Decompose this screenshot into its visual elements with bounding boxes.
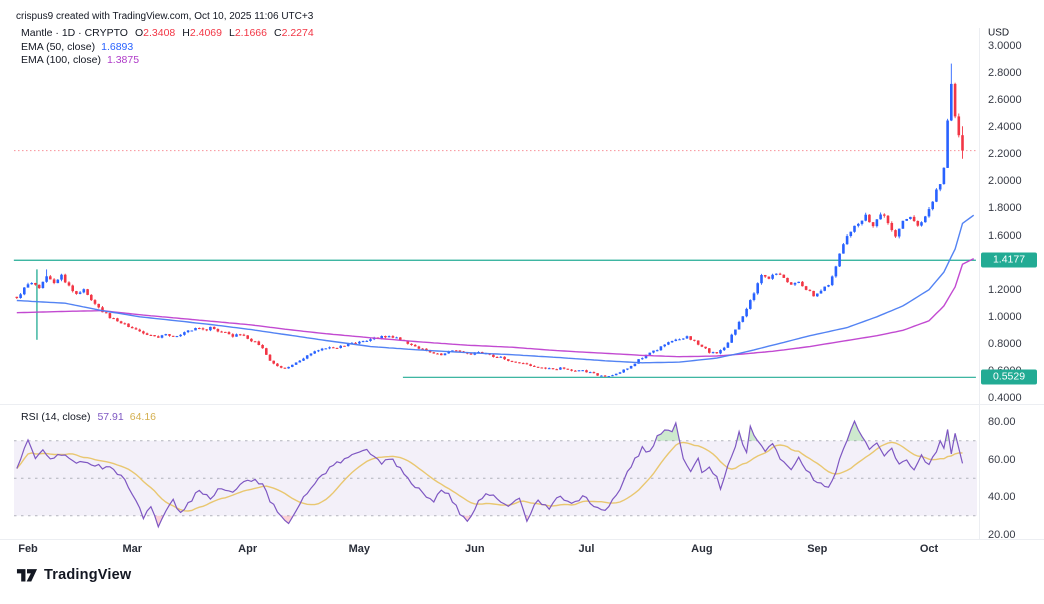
chart-legend: Mantle · 1D · CRYPTO O2.3408 H2.4069 L2.166…	[21, 27, 314, 68]
price-tick-label[interactable]: 2.4000	[988, 121, 1022, 134]
price-level-badge: 1.4177	[981, 252, 1037, 268]
price-tick-label[interactable]: 0.4000	[988, 391, 1022, 404]
symbol-row: Mantle · 1D · CRYPTO O2.3408 H2.4069 L2.166…	[21, 27, 314, 40]
pane-separator	[0, 404, 1044, 405]
rsi-ma-value: 64.16	[129, 411, 157, 423]
rsi-tick-label[interactable]: 80.00	[988, 416, 1016, 428]
credit-text: crispus9 created with TradingView.com, O…	[16, 11, 314, 22]
ohlc-high: H2.4069	[182, 27, 222, 39]
price-tick-label[interactable]: 1.2000	[988, 283, 1022, 296]
ohlc-values: O2.3408 H2.4069 L2.1666 C2.2274	[128, 27, 314, 39]
tradingview-logo: TradingView	[16, 566, 131, 583]
price-tick-label[interactable]: 2.8000	[988, 67, 1022, 80]
price-tick-label[interactable]: 2.6000	[988, 94, 1022, 107]
tradingview-logo-icon	[16, 569, 38, 582]
price-axis-separator	[979, 28, 980, 539]
time-axis-month[interactable]: Sep	[807, 543, 828, 555]
time-axis-separator	[0, 539, 1044, 540]
time-axis-month[interactable]: Feb	[18, 543, 38, 555]
time-axis-month[interactable]: Jun	[464, 543, 485, 555]
rsi-tick-label[interactable]: 20.00	[988, 528, 1016, 541]
ohlc-close: C2.2274	[273, 27, 314, 39]
rsi-legend: RSI (14, close) 57.91 64.16	[21, 411, 156, 423]
price-tick-label[interactable]: 1.6000	[988, 229, 1022, 242]
price-tick-label[interactable]: 1.8000	[988, 202, 1022, 215]
price-tick-label[interactable]: 2.0000	[988, 175, 1022, 188]
price-tick-label[interactable]: 2.2000	[988, 148, 1022, 161]
price-tick-label[interactable]: 3.0000	[988, 40, 1022, 52]
price-tick-label[interactable]: 0.8000	[988, 337, 1022, 350]
ema100-row: EMA (100, close) 1.3875	[21, 54, 314, 67]
tradingview-logo-text: TradingView	[44, 566, 132, 583]
rsi-tick-label[interactable]: 60.00	[988, 453, 1016, 466]
time-axis-month[interactable]: Apr	[238, 543, 258, 555]
ema50-row: EMA (50, close) 1.6893	[21, 41, 314, 54]
time-axis-month[interactable]: May	[348, 543, 371, 555]
price-tick-label[interactable]: 1.0000	[988, 310, 1022, 323]
time-axis-month[interactable]: Oct	[919, 543, 939, 555]
ema100-label: EMA (100, close)	[21, 54, 101, 66]
price-level-badge: 0.5529	[981, 369, 1037, 385]
time-axis-month[interactable]: Aug	[691, 543, 713, 555]
rsi-tick-label[interactable]: 40.00	[988, 491, 1016, 503]
rsi-value: 57.91	[97, 411, 124, 423]
currency-label[interactable]: USD	[988, 27, 1010, 39]
symbol-title: Mantle · 1D · CRYPTO	[21, 27, 128, 39]
ohlc-open: O2.3408	[134, 27, 176, 39]
ema50-label: EMA (50, close)	[21, 40, 96, 53]
ema100-value: 1.3875	[106, 54, 140, 66]
time-axis-month[interactable]: Jul	[578, 543, 595, 555]
time-axis-month[interactable]: Mar	[122, 543, 143, 555]
ohlc-low: L2.1666	[229, 27, 267, 39]
rsi-label: RSI (14, close)	[21, 411, 91, 423]
ema50-value: 1.6893	[101, 40, 134, 53]
